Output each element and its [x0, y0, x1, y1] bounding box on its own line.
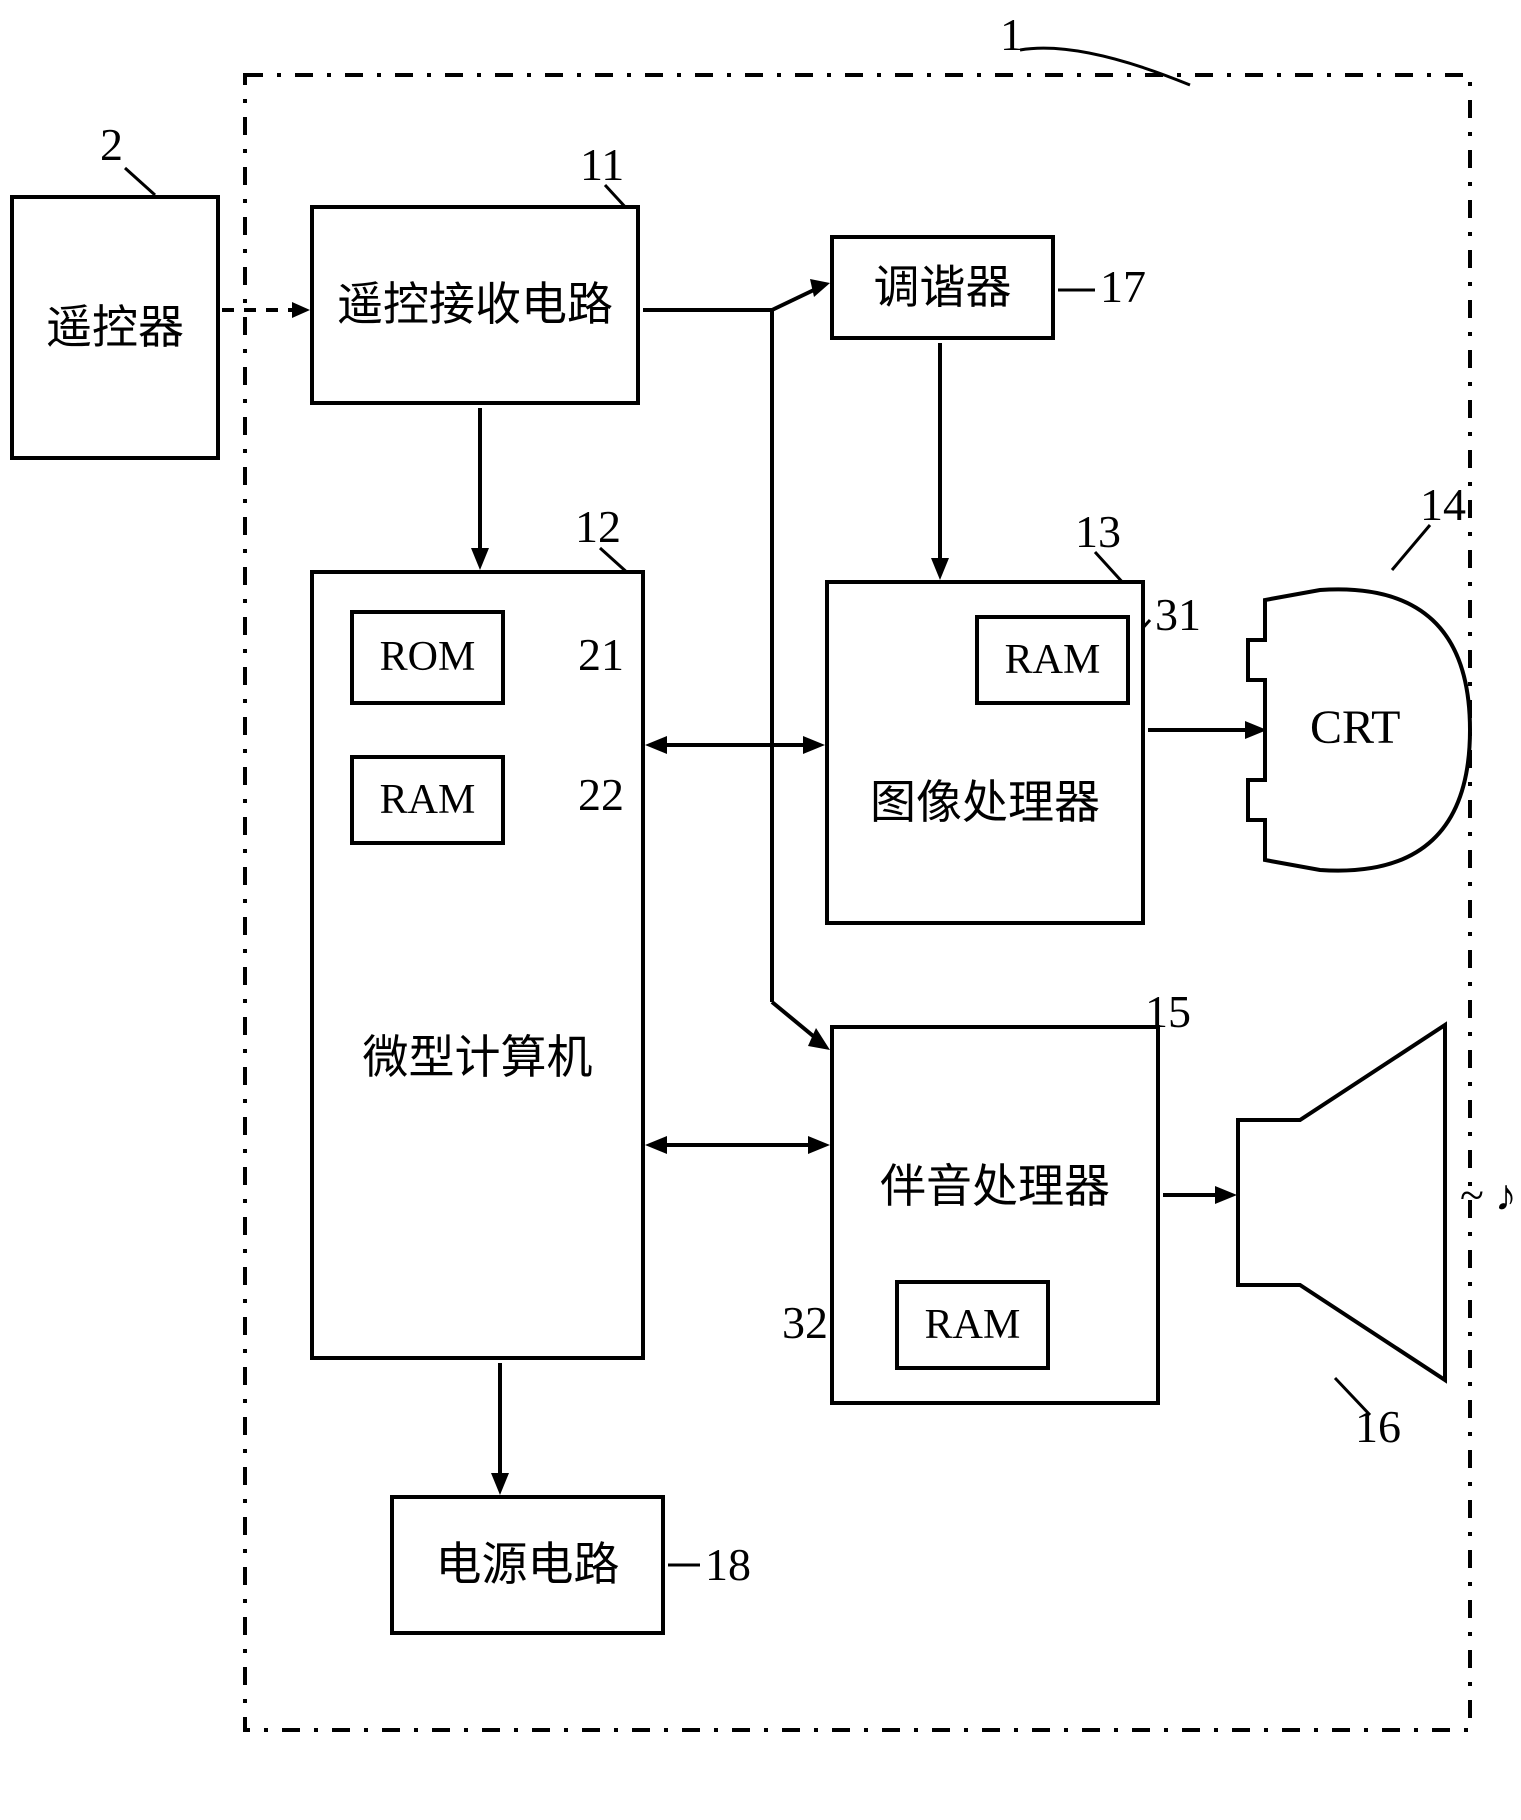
- diagram-canvas: 1 遥控器 2 遥控接收电路 11 调谐器 17 微型计算机 12 ROM 21…: [0, 0, 1521, 1820]
- ref-label-1: 1: [1000, 8, 1023, 61]
- block-ram-31-label: RAM: [997, 625, 1109, 696]
- block-img-proc-label: 图像处理器: [862, 765, 1108, 841]
- block-tuner-label: 调谐器: [866, 250, 1020, 326]
- block-tuner: 调谐器: [830, 235, 1055, 340]
- music-note-icon: ~ ♪: [1460, 1170, 1517, 1221]
- block-rom-21: ROM: [350, 610, 505, 705]
- ref-label-21: 21: [578, 628, 624, 681]
- block-ram-31: RAM: [975, 615, 1130, 705]
- block-psu: 电源电路: [390, 1495, 665, 1635]
- ref-label-17: 17: [1100, 260, 1146, 313]
- block-rx-circuit: 遥控接收电路: [310, 205, 640, 405]
- block-ram-22-label: RAM: [372, 765, 484, 836]
- block-mcu-label: 微型计算机: [355, 1020, 601, 1096]
- block-rom-21-label: ROM: [372, 622, 484, 693]
- block-rx-circuit-label: 遥控接收电路: [329, 267, 621, 343]
- block-ram-32: RAM: [895, 1280, 1050, 1370]
- ref-label-11: 11: [580, 138, 624, 191]
- block-snd-proc-label: 伴音处理器: [872, 1149, 1118, 1225]
- ref-label-13: 13: [1075, 505, 1121, 558]
- block-ram-22: RAM: [350, 755, 505, 845]
- ref-label-32: 32: [782, 1296, 828, 1349]
- ref-label-2: 2: [100, 118, 123, 171]
- ref-label-22: 22: [578, 768, 624, 821]
- ref-label-18: 18: [705, 1538, 751, 1591]
- ref-label-14: 14: [1420, 478, 1466, 531]
- connections-layer: [0, 0, 1521, 1820]
- block-remote: 遥控器: [10, 195, 220, 460]
- block-psu-label: 电源电路: [428, 1527, 628, 1603]
- ref-label-15: 15: [1145, 985, 1191, 1038]
- block-remote-label: 遥控器: [38, 290, 192, 366]
- ref-label-31: 31: [1155, 588, 1201, 641]
- block-crt-label: CRT: [1310, 700, 1400, 755]
- ref-label-16: 16: [1355, 1400, 1401, 1453]
- block-ram-32-label: RAM: [917, 1290, 1029, 1361]
- ref-label-12: 12: [575, 500, 621, 553]
